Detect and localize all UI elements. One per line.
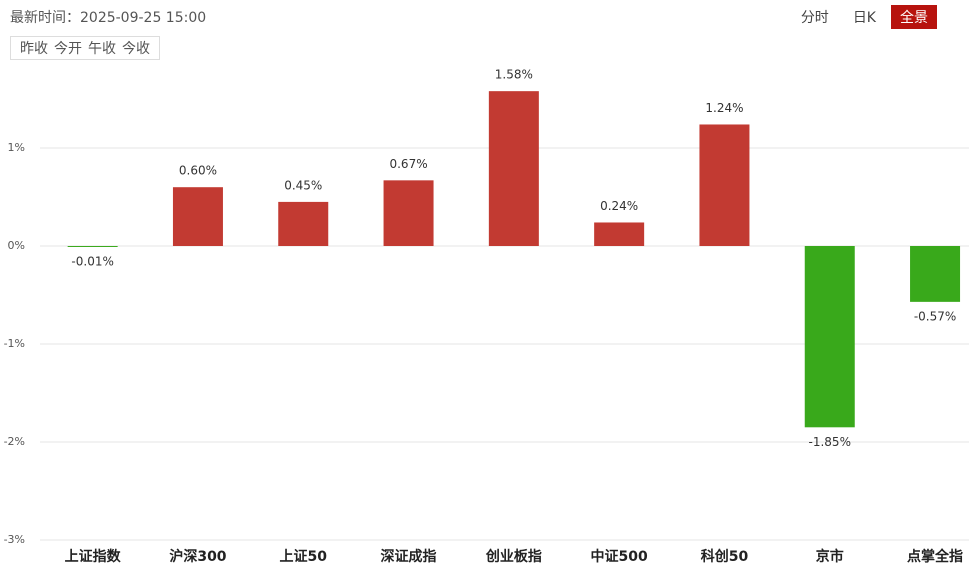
option-box: 昨收 今开 午收 今收 <box>10 36 160 60</box>
tab-active[interactable]: 全景 <box>891 5 937 29</box>
tab[interactable]: 分时 <box>800 10 829 26</box>
update-time: 最新时间：2025-09-25 15:00 <box>10 10 207 26</box>
y-tick-label: -1% <box>4 337 25 350</box>
option[interactable]: 昨收 <box>20 41 48 57</box>
x-tick-label: 上证指数 <box>65 548 122 565</box>
y-tick-label: -2% <box>4 435 25 448</box>
option[interactable]: 今开 <box>54 41 82 57</box>
bar <box>383 180 434 246</box>
value-label: 1.24% <box>705 101 743 115</box>
value-label: 0.67% <box>389 157 427 171</box>
bar <box>699 124 750 246</box>
bar <box>488 91 539 246</box>
y-tick-label: 1% <box>8 141 25 154</box>
x-tick-label: 上证50 <box>280 549 328 565</box>
x-tick-label: 点掌全指 <box>907 548 963 565</box>
x-tick-label: 深证成指 <box>381 548 437 565</box>
x-tick-label: 科创50 <box>701 548 749 565</box>
bar <box>278 201 329 246</box>
bar <box>910 246 961 302</box>
value-label: 0.24% <box>600 199 638 213</box>
bar <box>804 246 855 428</box>
value-label: 0.45% <box>284 178 322 192</box>
value-label: 0.60% <box>179 164 217 178</box>
option[interactable]: 今收 <box>122 41 150 57</box>
value-label: -0.57% <box>914 309 956 323</box>
y-tick-label: 0% <box>8 239 25 252</box>
y-tick-label: -3% <box>4 533 25 546</box>
value-label: -1.85% <box>809 435 851 449</box>
option[interactable]: 午收 <box>88 41 116 57</box>
x-tick-label: 中证500 <box>591 548 648 565</box>
x-tick-label: 京市 <box>816 548 844 565</box>
bar <box>67 246 118 247</box>
bar <box>594 222 645 246</box>
value-label: 1.58% <box>495 68 533 82</box>
value-label: -0.01% <box>71 254 113 268</box>
tab[interactable]: 日K <box>852 10 876 26</box>
toolbar: 最新时间：2025-09-25 15:00 昨收 今开 午收 今收 分时 日K 全景 <box>0 0 969 60</box>
tabs: 分时 日K 全景 <box>786 5 937 29</box>
x-tick-label: 创业板指 <box>485 548 542 565</box>
x-tick-label: 沪深300 <box>169 548 226 565</box>
bar <box>172 187 223 246</box>
